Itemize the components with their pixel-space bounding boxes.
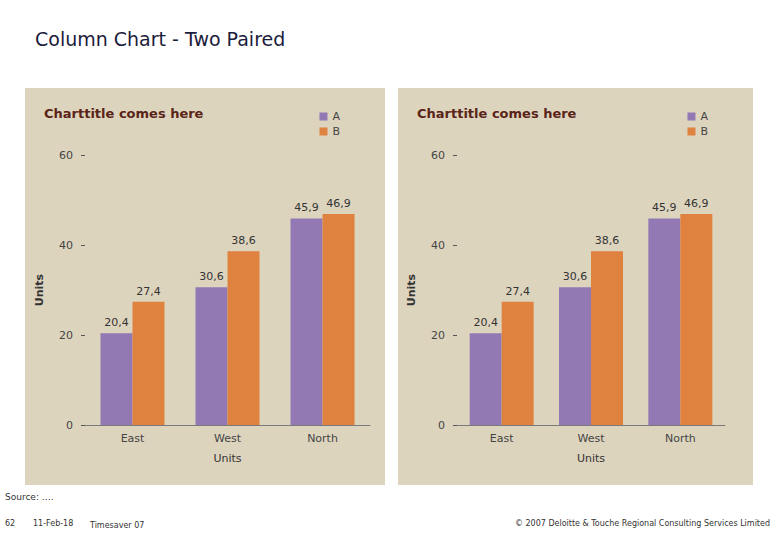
html-text:11-Feb-18: 11-Feb-18 — [33, 519, 74, 528]
svg-text:60: 60 — [431, 149, 445, 162]
svg-text:East: East — [490, 432, 514, 445]
svg-text:B: B — [700, 125, 708, 138]
svg-text:45,9: 45,9 — [294, 201, 319, 214]
html-text:Source: ….: Source: …. — [5, 492, 54, 502]
svg-text:A: A — [332, 110, 340, 123]
svg-text:B: B — [332, 125, 340, 138]
svg-text:Charttitle comes here: Charttitle comes here — [417, 106, 577, 121]
svg-text:30,6: 30,6 — [199, 270, 224, 283]
svg-text:40: 40 — [59, 239, 73, 252]
html-text:Column Chart - Two Paired: Column Chart - Two Paired — [35, 28, 286, 50]
svg-text:40: 40 — [431, 239, 445, 252]
svg-text:20: 20 — [59, 329, 73, 342]
svg-text:A: A — [700, 110, 708, 123]
html-text:© 2007 Deloitte & Touche Regio: © 2007 Deloitte & Touche Regional Consul… — [515, 519, 770, 528]
svg-text:46,9: 46,9 — [326, 197, 351, 210]
svg-text:Units: Units — [577, 452, 605, 465]
svg-text:30,6: 30,6 — [563, 270, 588, 283]
svg-text:38,6: 38,6 — [595, 234, 620, 247]
svg-text:38,6: 38,6 — [231, 234, 256, 247]
html-text:Timesaver 07: Timesaver 07 — [90, 521, 145, 530]
svg-text:20: 20 — [431, 329, 445, 342]
svg-text:North: North — [665, 432, 696, 445]
svg-text:27,4: 27,4 — [136, 285, 161, 298]
svg-text:27,4: 27,4 — [505, 285, 530, 298]
svg-text:Units: Units — [33, 273, 46, 306]
svg-text:60: 60 — [59, 149, 73, 162]
svg-text:West: West — [577, 432, 605, 445]
svg-text:20,4: 20,4 — [104, 316, 129, 329]
svg-text:0: 0 — [66, 419, 73, 432]
html-text:62: 62 — [5, 519, 16, 528]
svg-text:0: 0 — [438, 419, 445, 432]
svg-text:46,9: 46,9 — [684, 197, 709, 210]
svg-text:West: West — [214, 432, 242, 445]
svg-text:East: East — [121, 432, 145, 445]
svg-text:Units: Units — [213, 452, 241, 465]
svg-text:45,9: 45,9 — [652, 201, 677, 214]
svg-text:20,4: 20,4 — [473, 316, 498, 329]
svg-text:Units: Units — [405, 273, 418, 306]
svg-text:North: North — [307, 432, 338, 445]
svg-text:Charttitle comes here: Charttitle comes here — [44, 106, 204, 121]
